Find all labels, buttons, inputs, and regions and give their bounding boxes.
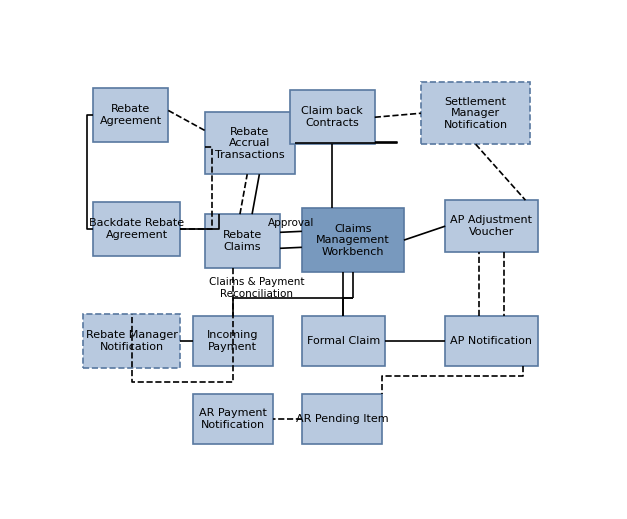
Text: Claims
Management
Workbench: Claims Management Workbench bbox=[316, 224, 390, 257]
FancyBboxPatch shape bbox=[302, 208, 404, 272]
Text: AR Payment
Notification: AR Payment Notification bbox=[199, 408, 266, 430]
Text: Settlement
Manager
Notification: Settlement Manager Notification bbox=[443, 97, 508, 130]
Text: AP Notification: AP Notification bbox=[450, 336, 532, 346]
FancyBboxPatch shape bbox=[302, 394, 382, 444]
Text: Rebate
Agreement: Rebate Agreement bbox=[100, 104, 162, 126]
Text: Rebate Manager
Notification: Rebate Manager Notification bbox=[86, 330, 178, 352]
Text: Rebate
Accrual
Transactions: Rebate Accrual Transactions bbox=[215, 127, 285, 160]
FancyBboxPatch shape bbox=[192, 316, 273, 366]
FancyBboxPatch shape bbox=[93, 202, 181, 256]
FancyBboxPatch shape bbox=[93, 88, 168, 142]
Text: Approval: Approval bbox=[268, 218, 314, 228]
FancyBboxPatch shape bbox=[204, 214, 280, 268]
FancyBboxPatch shape bbox=[192, 394, 273, 444]
Text: Formal Claim: Formal Claim bbox=[307, 336, 380, 346]
FancyBboxPatch shape bbox=[445, 200, 537, 252]
FancyBboxPatch shape bbox=[204, 112, 295, 174]
FancyBboxPatch shape bbox=[290, 90, 375, 144]
Text: Backdate Rebate
Agreement: Backdate Rebate Agreement bbox=[89, 218, 184, 240]
Text: AP Adjustment
Voucher: AP Adjustment Voucher bbox=[450, 215, 532, 237]
FancyBboxPatch shape bbox=[445, 316, 537, 366]
FancyBboxPatch shape bbox=[302, 316, 384, 366]
Text: Claims & Payment
Reconciliation: Claims & Payment Reconciliation bbox=[209, 277, 305, 299]
FancyBboxPatch shape bbox=[421, 82, 530, 144]
Text: Incoming
Payment: Incoming Payment bbox=[207, 330, 258, 352]
Text: AR Pending Item: AR Pending Item bbox=[296, 414, 388, 424]
FancyBboxPatch shape bbox=[83, 314, 181, 368]
Text: Rebate
Claims: Rebate Claims bbox=[223, 230, 262, 252]
Text: Claim back
Contracts: Claim back Contracts bbox=[302, 106, 363, 128]
